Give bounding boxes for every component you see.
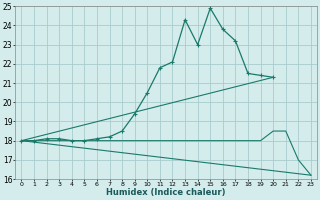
X-axis label: Humidex (Indice chaleur): Humidex (Indice chaleur) xyxy=(107,188,226,197)
